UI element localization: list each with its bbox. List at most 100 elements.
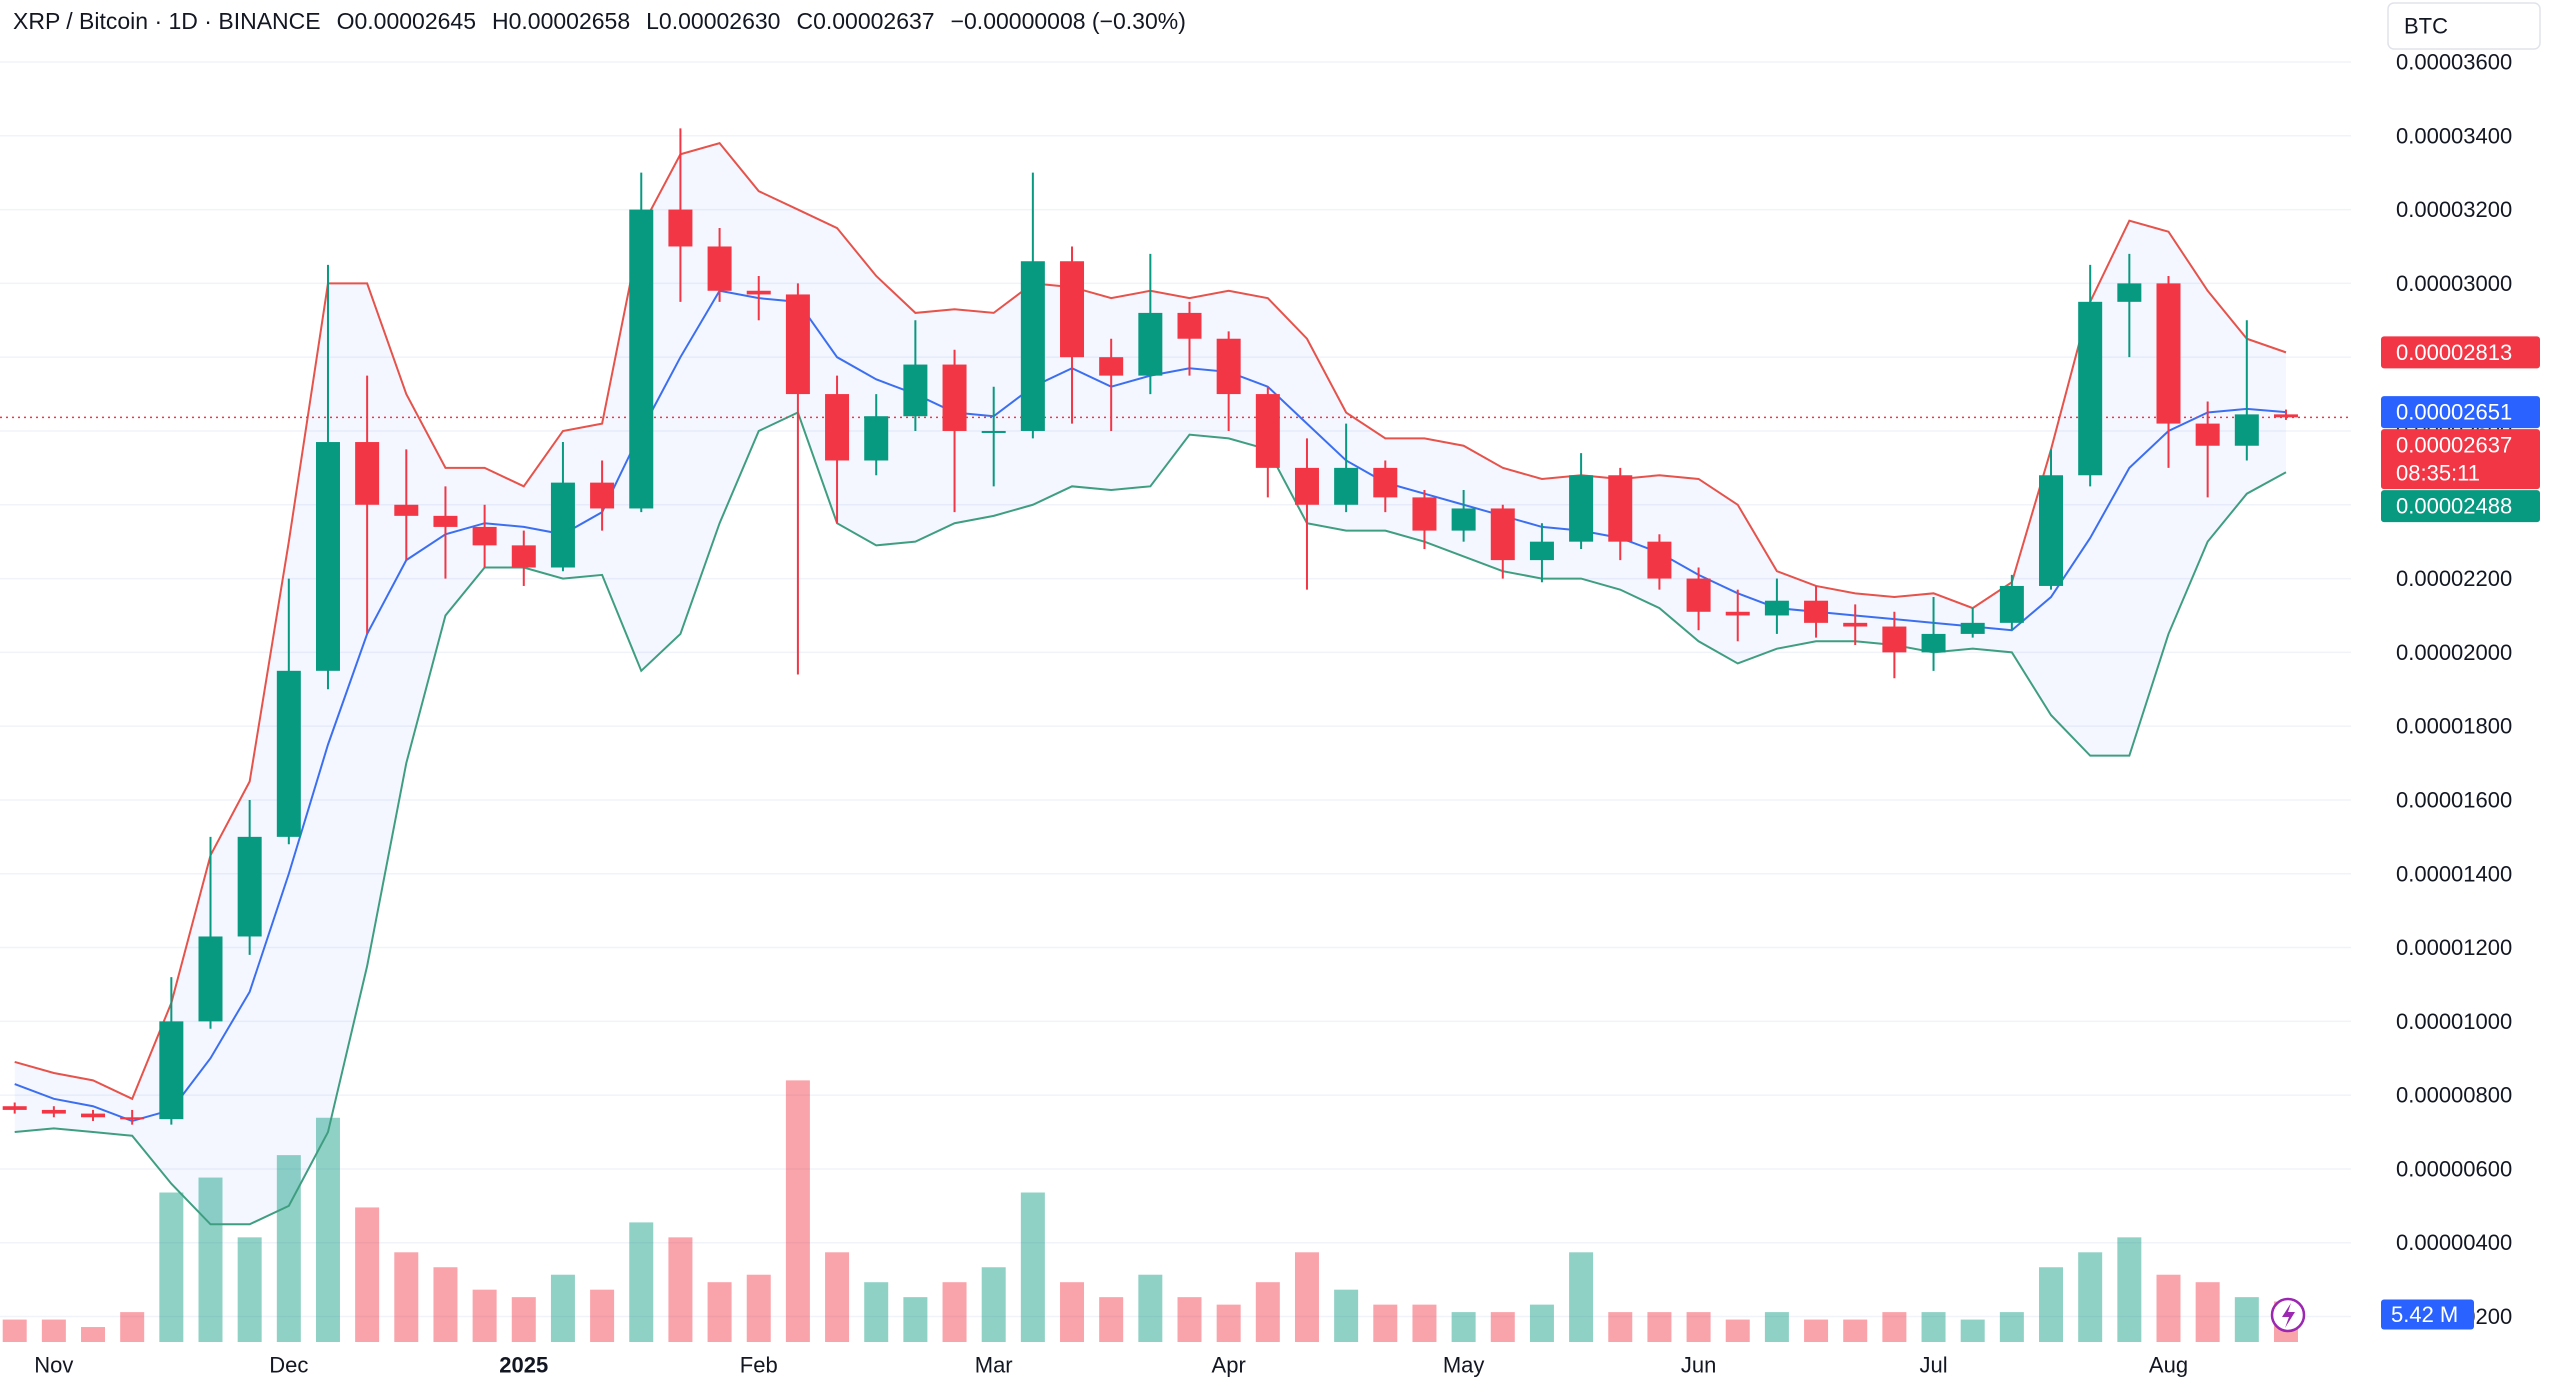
candle-body: [1569, 475, 1594, 542]
change-value: −0.00000008 (−0.30%): [950, 8, 1186, 34]
candle-body: [629, 209, 654, 509]
candle-body: [1647, 541, 1672, 579]
candle-body: [1608, 475, 1633, 542]
volume-bar: [120, 1312, 145, 1342]
candle-body: [237, 836, 262, 937]
candle-body: [1020, 261, 1045, 431]
volume-bar: [2234, 1297, 2259, 1342]
candle-body: [1294, 467, 1319, 505]
volume-bar: [668, 1237, 693, 1342]
volume-bar: [1608, 1312, 1633, 1342]
price-label-box: [2381, 490, 2540, 523]
candle-body: [2039, 475, 2064, 586]
volume-bar: [1882, 1312, 1907, 1342]
y-tick-label: 0.00000800: [2396, 1083, 2512, 1108]
volume-bar: [1529, 1304, 1554, 1342]
volume-bar: [825, 1252, 850, 1342]
volume-bar: [237, 1237, 262, 1342]
volume-bar: [1334, 1289, 1359, 1342]
volume-bar: [707, 1282, 732, 1342]
volume-bar: [942, 1282, 967, 1342]
volume-bar: [159, 1192, 184, 1342]
candle-body: [1099, 357, 1124, 376]
candle-body: [981, 430, 1006, 433]
candle-body: [198, 936, 223, 1022]
volume-bar: [1216, 1304, 1241, 1342]
x-tick-label: Dec: [269, 1353, 308, 1378]
volume-bar: [394, 1252, 419, 1342]
candle-body: [120, 1117, 145, 1120]
candle-body: [825, 394, 850, 461]
candle-body: [276, 670, 301, 837]
volume-bar: [276, 1155, 301, 1342]
y-tick-label: 0.00000400: [2396, 1230, 2512, 1255]
volume-bar: [81, 1327, 106, 1342]
candle-body: [159, 1021, 184, 1120]
volume-bar: [511, 1297, 536, 1342]
candle-body: [1490, 508, 1515, 561]
volume-bar: [1412, 1304, 1437, 1342]
y-tick-label: 0.00001000: [2396, 1009, 2512, 1034]
candle-body: [1138, 312, 1163, 376]
x-tick-label: Apr: [1212, 1353, 1246, 1378]
volume-bar: [1451, 1312, 1476, 1342]
volume-bar: [2195, 1282, 2220, 1342]
volume-bar: [1725, 1319, 1750, 1342]
candle-body: [41, 1109, 66, 1114]
volume-bar: [1138, 1274, 1163, 1342]
legend-header: XRP / Bitcoin · 1D · BINANCE O0.00002645…: [13, 8, 1186, 35]
currency-label: BTC: [2404, 14, 2448, 39]
candle-body: [903, 364, 928, 417]
y-tick-label: 0.00001200: [2396, 935, 2512, 960]
candle-body: [1921, 633, 1946, 653]
x-tick-label: Nov: [34, 1353, 73, 1378]
volume-bar: [903, 1297, 928, 1342]
ohlc-value: C0.00002637: [796, 8, 935, 34]
price-label: 0.00002813: [2396, 340, 2512, 365]
volume-label: 5.42 M: [2391, 1302, 2458, 1327]
candle-body: [1334, 467, 1359, 505]
volume-bar: [1294, 1252, 1319, 1342]
x-tick-label: May: [1443, 1353, 1485, 1378]
candle-body: [746, 290, 771, 295]
candle-body: [942, 364, 967, 431]
volume-label-box: [2381, 1299, 2474, 1330]
ohlc-value: L0.00002630: [646, 8, 781, 34]
y-tick-label: 0.00002000: [2396, 640, 2512, 665]
volume-bar: [785, 1080, 810, 1342]
x-tick-label: 2025: [499, 1353, 548, 1378]
volume-bar: [1647, 1312, 1672, 1342]
volume-bar: [1099, 1297, 1124, 1342]
candle-body: [355, 442, 380, 505]
candle-body: [668, 209, 693, 247]
volume-bar: [1177, 1297, 1202, 1342]
volume-bar: [1999, 1312, 2024, 1342]
candle-body: [472, 526, 497, 546]
candle-body: [2, 1106, 27, 1110]
candle-body: [785, 294, 810, 395]
y-tick-label: 0.00002200: [2396, 566, 2512, 591]
candle-body: [511, 545, 536, 568]
ohlc-value: O0.00002645: [336, 8, 477, 34]
volume-bar: [198, 1177, 223, 1342]
candle-body: [1412, 497, 1437, 531]
countdown: 08:35:11: [2396, 461, 2480, 486]
volume-bar: [2078, 1252, 2103, 1342]
band-line: [14, 411, 2287, 1226]
y-tick-label: 0.00001800: [2396, 714, 2512, 739]
y-tick-label: 0.00000600: [2396, 1156, 2512, 1181]
volume-bar: [1020, 1192, 1045, 1342]
volume-bar: [433, 1267, 458, 1342]
candle-body: [1060, 261, 1085, 358]
ohlc-value: H0.00002658: [492, 8, 631, 34]
price-label: 0.00002488: [2396, 494, 2512, 519]
price-label-box: [2381, 429, 2540, 490]
volume-bar: [746, 1274, 771, 1342]
volume-bar: [41, 1319, 66, 1342]
candle-body: [2117, 283, 2142, 302]
volume-bar: [1255, 1282, 1280, 1342]
candle-body: [1764, 600, 1789, 616]
candle-body: [1843, 622, 1868, 627]
volume-bar: [315, 1117, 340, 1342]
